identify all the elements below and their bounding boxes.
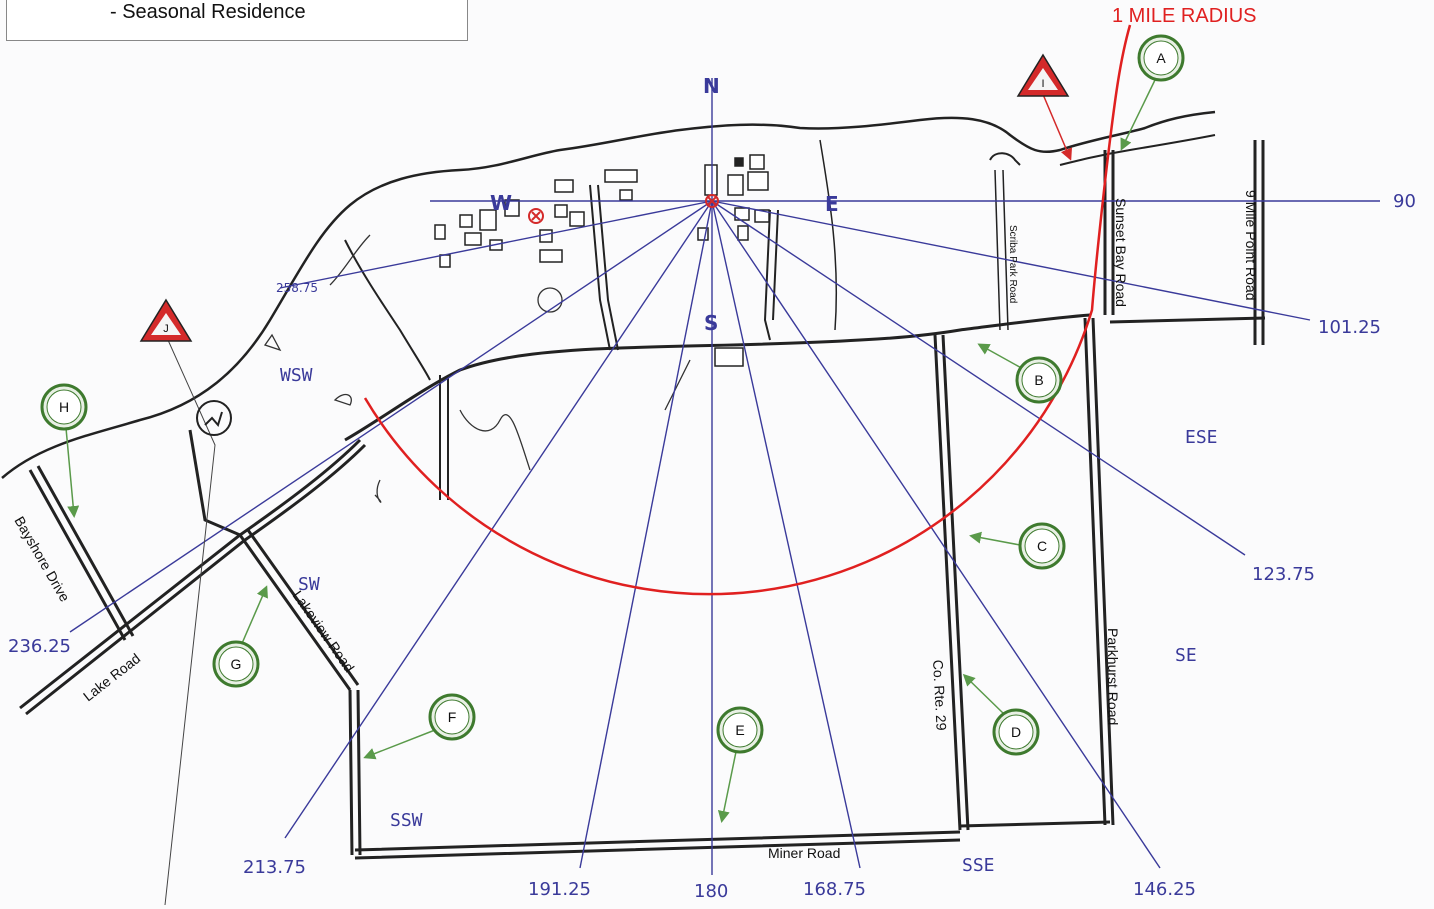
shoreline [1,110,1216,479]
road-sunset-bay: Sunset Bay Road [1113,198,1129,307]
road-lake: Lake Road [80,650,143,704]
bay-inlet [1059,134,1216,166]
radius-label: 1 MILE RADIUS [1112,5,1256,27]
marker-b-label: B [1034,372,1043,388]
sector-sse: SSE [962,855,995,876]
legend-seasonal-residence-label: - Seasonal Residence [110,1,306,23]
reactor-symbol [528,208,544,224]
marker-j[interactable]: J [139,298,193,342]
south-label: S [704,311,718,335]
cove [989,152,1021,166]
marker-c-label: C [1037,538,1047,554]
road-9-mile-point: 9 Mile Point Road [1243,190,1259,301]
bearing-123: 123.75 [1252,564,1315,585]
sector-sw: SW [298,574,320,595]
one-mile-radius-arc [363,24,1132,596]
marker-e[interactable]: E [716,706,764,754]
road-parkhurst: Parkhurst Road [1105,628,1121,725]
road-lakeview: Lakeview Road [290,588,358,676]
legend-box: - Seasonal Residence [6,0,468,41]
west-label: W [490,191,512,215]
plant-center [705,194,719,208]
bearing-213: 213.75 [243,857,306,878]
bearing-101: 101.25 [1318,317,1381,338]
green-arrows [65,79,1156,823]
site-j [196,400,232,436]
bearing-rays [69,78,1380,875]
sector-wsw: WSW [280,365,313,386]
bearing-258: 258.75 [276,281,318,295]
marker-c[interactable]: C [1018,522,1066,570]
road-scriba-park: Scriba Park Road [1007,225,1018,303]
road-co-rte-29: Co. Rte. 29 [930,659,950,731]
bearing-90: 90 [1393,191,1416,212]
marker-e-label: E [735,722,744,738]
marker-f-label: F [448,709,457,725]
marker-h[interactable]: H [40,383,88,431]
road-bayshore: Bayshore Drive [11,514,73,605]
plant-buildings [434,154,770,367]
bearing-191: 191.25 [528,879,591,900]
bearing-236: 236.25 [8,636,71,657]
road-network [19,139,1266,860]
east-label: E [825,192,839,216]
sector-ese: ESE [1185,427,1218,448]
leader-j [164,339,216,906]
sector-ssw: SSW [390,810,423,831]
marker-i-label: I [1041,78,1044,90]
marker-g-label: G [231,656,242,672]
minor-features [263,234,691,503]
marker-g[interactable]: G [212,640,260,688]
marker-a[interactable]: A [1137,34,1185,82]
marker-b[interactable]: B [1015,356,1063,404]
marker-h-label: H [59,399,69,415]
marker-d[interactable]: D [992,708,1040,756]
marker-d-label: D [1011,724,1021,740]
marker-f[interactable]: F [428,693,476,741]
sector-se: SE [1175,645,1197,666]
marker-a-label: A [1156,50,1166,66]
bearing-146: 146.25 [1133,879,1196,900]
marker-j-label: J [163,323,169,335]
bearing-168: 168.75 [803,879,866,900]
north-label: N [703,74,720,98]
road-miner: Miner Road [768,845,840,861]
red-arrow-i [1041,91,1073,161]
bearing-180: 180 [694,881,728,902]
marker-i[interactable]: I [1016,53,1070,97]
